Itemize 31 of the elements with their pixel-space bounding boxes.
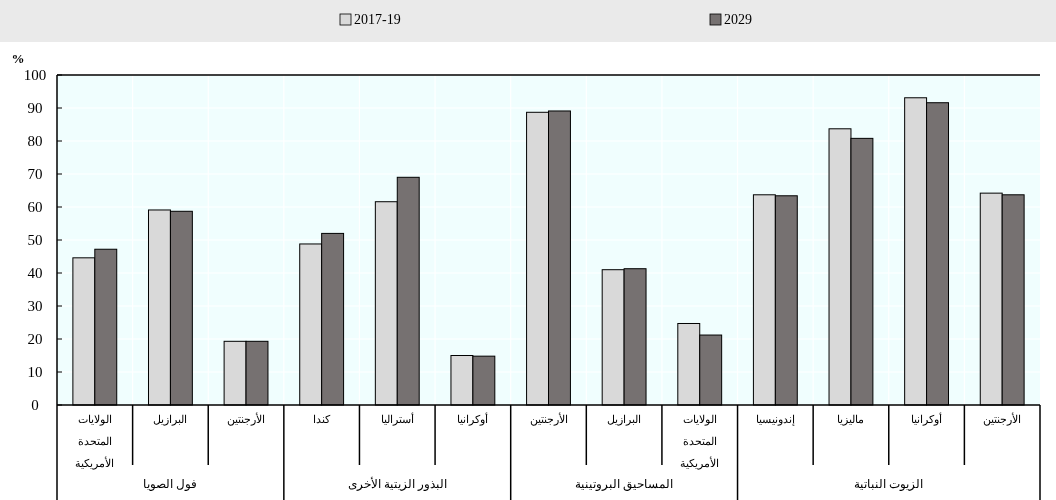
y-tick-label: 70 — [27, 166, 43, 183]
text: البذور الزيتية الأخرى — [347, 476, 447, 491]
x-tick-label: كندا — [313, 413, 332, 425]
legend-label: 2017-19 — [354, 12, 401, 27]
x-tick-label: الولايات المتحدة الأمريكية — [75, 413, 115, 470]
y-tick-label: 30 — [27, 298, 43, 315]
x-tick-label: أوكرانيا — [457, 412, 489, 426]
y-tick-label: 20 — [27, 331, 43, 348]
text: الزيوت النباتية — [854, 477, 924, 491]
y-tick-label: 60 — [27, 199, 43, 216]
x-tick-label: البرازيل — [153, 413, 188, 426]
y-tick-label: 40 — [27, 265, 43, 282]
y-tick-label: 100 — [23, 67, 47, 84]
y-tick-label: 10 — [27, 364, 43, 381]
x-tick-label: الأرجنتين — [227, 412, 266, 426]
x-tick-label: أوكرانيا — [911, 412, 943, 426]
y-tick-label: 80 — [27, 133, 43, 150]
x-tick-label: أستراليا — [380, 412, 414, 426]
x-tick-label: البرازيل — [607, 413, 642, 426]
x-tick-label: إندونيسيا — [755, 413, 795, 426]
y-axis-title: % — [11, 51, 25, 66]
x-tick-label: الولايات المتحدة الأمريكية — [680, 413, 720, 470]
x-tick-label: الأرجنتين — [983, 412, 1022, 426]
y-tick-label: 50 — [27, 232, 43, 249]
y-tick-label: 0 — [31, 397, 39, 414]
legend-label: 2029 — [724, 12, 752, 27]
y-tick-label: 90 — [27, 100, 43, 117]
x-tick-label: ماليزيا — [837, 413, 865, 426]
x-tick-label: الأرجنتين — [529, 412, 568, 426]
text: المساحيق البروتينية — [575, 477, 674, 491]
text: فول الصويا — [143, 477, 198, 491]
